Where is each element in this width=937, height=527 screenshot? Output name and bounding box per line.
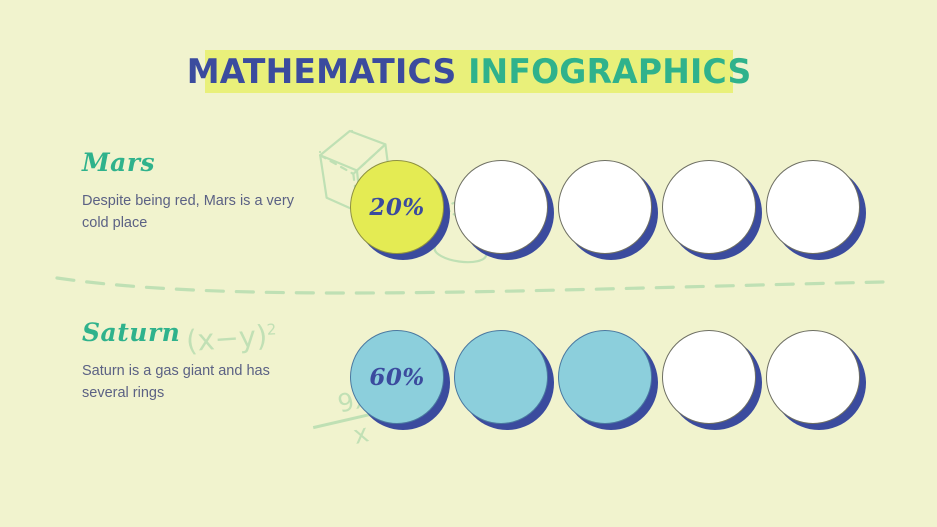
row-saturn-heading: Saturn [82, 318, 181, 347]
circle-face-empty [766, 160, 860, 254]
title-highlight-band: MATHEMATICS INFOGRAPHICS [187, 50, 751, 93]
row-mars: Mars Despite being red, Mars is a very c… [0, 150, 937, 270]
title-space [456, 52, 468, 92]
row-saturn-value: 60% [369, 363, 425, 391]
row-saturn-circle-chart: 60% [350, 330, 866, 430]
circle-unit[interactable] [558, 330, 658, 430]
circle-face-empty [662, 160, 756, 254]
row-mars-value: 20% [369, 193, 425, 221]
circle-face-empty [766, 330, 860, 424]
circle-face-filled: 60% [350, 330, 444, 424]
title-part-infographics: INFOGRAPHICS [467, 51, 752, 92]
row-mars-heading: Mars [82, 148, 156, 177]
row-saturn: Saturn Saturn is a gas giant and has sev… [0, 320, 937, 440]
circle-unit[interactable] [662, 330, 762, 430]
circle-unit[interactable] [454, 330, 554, 430]
row-mars-description: Despite being red, Mars is a very cold p… [82, 193, 294, 231]
row-mars-circle-chart: 20% [350, 160, 866, 260]
row-saturn-description: Saturn is a gas giant and has several ri… [82, 363, 270, 401]
circle-unit[interactable] [558, 160, 658, 260]
circle-unit[interactable] [766, 160, 866, 260]
circle-unit[interactable]: 20% [350, 160, 450, 260]
circle-face-empty [558, 160, 652, 254]
row-mars-label-group: Mars Despite being red, Mars is a very c… [82, 150, 312, 235]
circle-face-empty [662, 330, 756, 424]
title-part-mathematics: MATHEMATICS [186, 51, 457, 92]
row-saturn-label-group: Saturn Saturn is a gas giant and has sev… [82, 320, 312, 405]
circle-unit[interactable] [454, 160, 554, 260]
circle-face-empty [454, 160, 548, 254]
dashed-divider [55, 276, 885, 295]
page-title: MATHEMATICS INFOGRAPHICS [187, 55, 752, 89]
circle-face-filled: 20% [350, 160, 444, 254]
circle-face-filled [454, 330, 548, 424]
circle-unit[interactable] [662, 160, 762, 260]
circle-face-filled [558, 330, 652, 424]
circle-unit[interactable] [766, 330, 866, 430]
circle-unit[interactable]: 60% [350, 330, 450, 430]
